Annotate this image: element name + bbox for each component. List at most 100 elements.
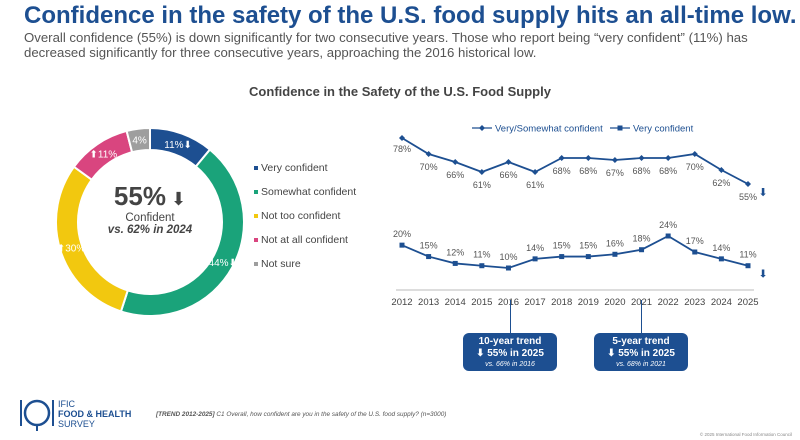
legend-label: Not at all confident xyxy=(261,234,348,246)
legend-swatch xyxy=(254,262,258,266)
data-point xyxy=(452,159,459,165)
trend-value: ⬇ 55% in 2025 xyxy=(607,348,675,359)
data-label: 15% xyxy=(420,241,438,251)
trend-title: 10-year trend xyxy=(478,336,542,347)
trend-arrow-icon: ⬇ xyxy=(758,186,767,199)
data-label: 68% xyxy=(579,166,597,176)
data-label: 10% xyxy=(499,252,517,262)
data-point xyxy=(691,151,698,157)
legend-swatch xyxy=(254,190,258,194)
data-point xyxy=(718,256,724,262)
x-tick-label: 2025 xyxy=(737,297,758,308)
x-tick-label: 2015 xyxy=(471,297,492,308)
legend-label: Not sure xyxy=(261,258,301,270)
trend-box-5yr: 5-year trend ⬇ 55% in 2025 vs. 68% in 20… xyxy=(594,333,688,371)
data-point xyxy=(718,167,725,173)
data-label: 11% xyxy=(473,250,490,260)
line-legend-label: Very confident xyxy=(633,124,694,135)
trend-connector-10yr xyxy=(510,300,511,334)
data-label: 20% xyxy=(393,229,411,239)
data-label: 14% xyxy=(526,243,544,253)
x-tick-label: 2014 xyxy=(445,297,466,308)
donut-center: 55% ⬇ Confident vs. 62% in 2024 xyxy=(80,182,220,236)
data-point xyxy=(532,169,539,175)
legend-item: Very confident xyxy=(254,162,356,186)
data-point xyxy=(558,155,565,161)
legend-swatch xyxy=(254,166,258,170)
donut-slice-label: 11%⬇ xyxy=(164,140,192,151)
legend-label: Very confident xyxy=(261,162,328,174)
data-label: 18% xyxy=(633,234,651,244)
legend-swatch xyxy=(254,238,258,242)
trend-comparison: vs. 66% in 2016 xyxy=(485,361,535,368)
data-point xyxy=(665,155,672,161)
donut-legend: Very confident Somewhat confident Not too … xyxy=(254,162,356,282)
data-point xyxy=(478,169,485,175)
legend-item: Somewhat confident xyxy=(254,186,356,210)
data-point xyxy=(505,159,512,165)
trend-title: 5-year trend xyxy=(612,336,670,347)
data-label: 68% xyxy=(633,166,651,176)
data-label: 66% xyxy=(499,170,517,180)
donut-slice-not-sure xyxy=(125,126,151,154)
data-point xyxy=(399,135,405,141)
data-point xyxy=(559,254,565,260)
copyright: © 2025 International Food Information Co… xyxy=(699,432,792,437)
center-arrow-icon: ⬇ xyxy=(165,189,187,209)
data-point xyxy=(611,157,618,163)
chart-title: Confidence in the Safety of the U.S. Foo… xyxy=(249,84,551,99)
data-label: 11% xyxy=(739,250,756,260)
x-tick-label: 2023 xyxy=(684,297,705,308)
donut-slice-label: 4% xyxy=(132,136,147,147)
data-label: 24% xyxy=(659,220,677,230)
data-label: 17% xyxy=(686,236,704,246)
footnote: [TREND 2012-2025] C1 Overall, how confid… xyxy=(156,411,446,418)
series-line xyxy=(401,234,749,269)
donut-slice-label: 44%⬇ xyxy=(209,258,237,269)
data-point xyxy=(692,249,698,255)
center-comparison: vs. 62% in 2024 xyxy=(107,224,193,236)
x-tick-label: 2024 xyxy=(711,297,732,308)
footnote-question: C1 Overall, how confident are you in the… xyxy=(214,411,447,418)
x-tick-label: 2017 xyxy=(525,297,546,308)
x-tick-label: 2020 xyxy=(604,297,625,308)
x-tick-label: 2013 xyxy=(418,297,439,308)
data-point xyxy=(399,242,405,248)
logo-line1: IFIC xyxy=(58,399,75,409)
data-point xyxy=(425,151,432,157)
center-label: Confident xyxy=(125,212,175,224)
data-point xyxy=(532,256,538,262)
data-point xyxy=(638,155,645,161)
trend-value: ⬇ 55% in 2025 xyxy=(476,348,544,359)
donut-chart: 11%⬇ 44%⬇ ⬆30% ⬆11% 4% xyxy=(55,126,245,317)
subhead: Overall confidence (55%) is down signifi… xyxy=(24,30,748,60)
data-point xyxy=(426,254,432,260)
footnote-tag: [TREND 2012-2025] xyxy=(156,411,215,418)
data-point xyxy=(612,251,618,257)
center-value: 55% xyxy=(113,181,166,211)
trend-arrow-icon: ⬇ xyxy=(758,268,767,281)
headline: Confidence in the safety of the U.S. foo… xyxy=(24,2,797,29)
line-legend-item: Very confident xyxy=(610,124,694,135)
x-tick-label: 2016 xyxy=(498,297,519,308)
data-label: 15% xyxy=(553,241,571,251)
x-tick-label: 2018 xyxy=(551,297,572,308)
legend-item: Not too confident xyxy=(254,210,356,234)
data-point xyxy=(665,233,671,239)
x-tick-label: 2022 xyxy=(658,297,679,308)
data-point xyxy=(452,260,458,266)
data-point xyxy=(745,181,751,187)
data-label: 12% xyxy=(446,247,464,257)
data-label: 68% xyxy=(659,166,677,176)
x-tick-label: 2019 xyxy=(578,297,599,308)
data-label: 78% xyxy=(393,144,411,154)
data-label: 55% xyxy=(739,192,757,202)
legend-item: Not sure xyxy=(254,258,356,282)
trend-connector-5yr xyxy=(641,300,642,334)
donut-slice-label: ⬆30% xyxy=(57,244,86,255)
data-label: 14% xyxy=(712,243,730,253)
data-label: 68% xyxy=(553,166,571,176)
data-label: 16% xyxy=(606,238,624,248)
logo-line2: FOOD & HEALTH xyxy=(58,409,132,419)
data-label: 70% xyxy=(420,162,438,172)
